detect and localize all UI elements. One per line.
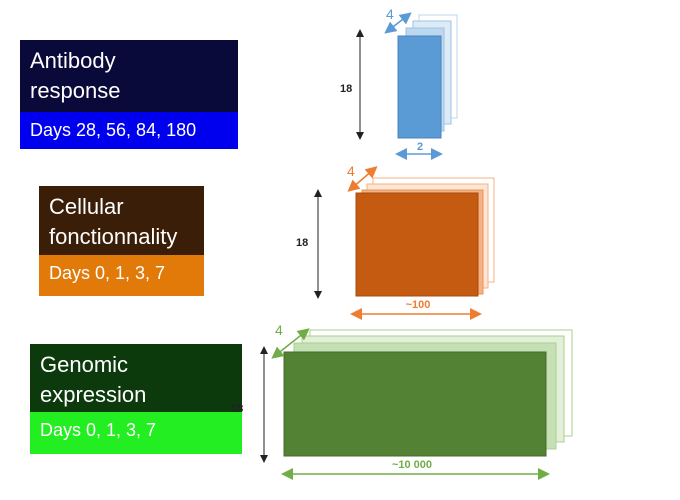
vertical-dimension-label: 18 [231,403,243,415]
depth-dimension-arrow [271,328,310,359]
vertical-dimension-label: 18 [296,237,308,249]
title-line: Antibody [30,48,116,73]
depth-dimension-arrow [347,166,378,192]
antibody-response-days: Days 28, 56, 84, 180 [20,112,238,149]
width-dimension-label: 2 [417,141,423,153]
title-line: Genomic [40,352,129,377]
depth-dimension-label: 4 [347,163,355,179]
genomic-expression-title: Genomic expression [30,344,242,412]
width-dimension-label: ~10 000 [392,459,432,471]
title-line: fonctionnality [49,224,178,249]
genomic-expression-days: Days 0, 1, 3, 7 [30,412,242,454]
cellular-fonctionnality-label: Cellular fonctionnality Days 0, 1, 3, 7 [39,186,204,296]
width-dimension-label: ~100 [406,299,431,311]
depth-dimension-arrow [384,12,412,34]
antibody-response-label: Antibody response Days 28, 56, 84, 180 [20,40,238,149]
antibody-cube [397,14,458,139]
title-line: expression [40,382,147,407]
cellular-cube [355,177,495,297]
vertical-dimension-label: 18 [340,83,352,95]
antibody-response-title: Antibody response [20,40,238,112]
genomic-cube [283,329,573,457]
cellular-fonctionnality-days: Days 0, 1, 3, 7 [39,255,204,296]
depth-dimension-label: 4 [386,6,394,22]
genomic-expression-label: Genomic expression Days 0, 1, 3, 7 [30,344,242,454]
title-line: Cellular [49,194,124,219]
cellular-fonctionnality-title: Cellular fonctionnality [39,186,204,255]
depth-dimension-label: 4 [275,322,283,338]
title-line: response [30,78,121,103]
